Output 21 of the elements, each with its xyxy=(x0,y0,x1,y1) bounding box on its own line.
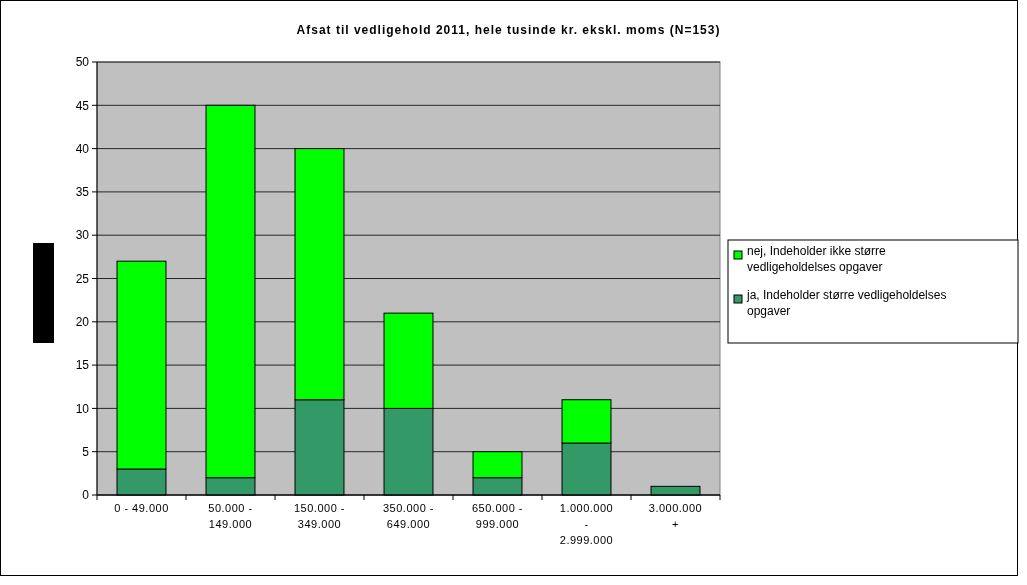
y-tick-label: 15 xyxy=(75,358,90,373)
y-tick-label: 30 xyxy=(75,228,90,243)
legend-label: ja, Indeholder større vedligeholdelses opgaver xyxy=(746,288,947,318)
x-tick-label: 150.000 - 349.000 xyxy=(294,502,345,530)
y-tick-label: 45 xyxy=(75,98,90,113)
y-tick-label: 10 xyxy=(75,401,90,416)
y-tick-label: 25 xyxy=(75,271,90,286)
x-tick-label: 1.000.000 - 2.999.000 xyxy=(559,502,614,546)
y-tick-label: 40 xyxy=(75,141,90,156)
x-tick-label: 0 - 49.000 xyxy=(114,502,169,514)
x-tick-label: 3.000.000 + xyxy=(648,502,703,530)
x-tick-label: 50.000 - 149.000 xyxy=(208,502,253,530)
legend-label: nej, Indeholder ikke større vedligeholdelses opgaver xyxy=(747,244,887,274)
y-tick-label: 5 xyxy=(82,444,90,459)
chart-title: Afsat til vedligehold 2011, hele tusinde kr. ekskl. moms (N=153) xyxy=(296,23,721,37)
x-tick-label: 350.000 - 649.000 xyxy=(383,502,434,530)
y-tick-label: 0 xyxy=(82,488,90,503)
y-tick-label: 20 xyxy=(75,315,90,329)
y-tick-label: 35 xyxy=(75,185,90,200)
y-tick-label: 50 xyxy=(75,55,90,70)
x-tick-label: 650.000 - 999.000 xyxy=(472,502,523,530)
